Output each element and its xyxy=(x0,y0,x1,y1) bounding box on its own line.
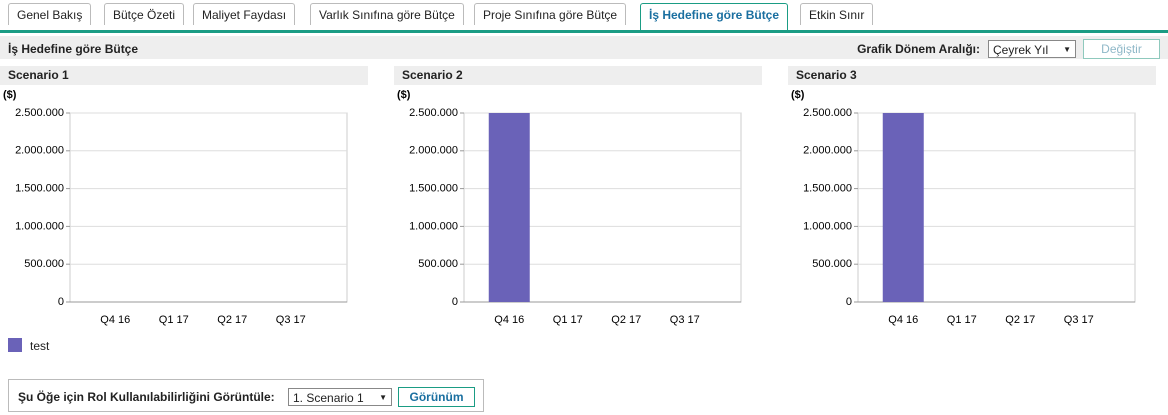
chart: ($) 0 500.000 1.000.000 1.500.000 2.000.000 2.… xyxy=(397,89,742,326)
y-tick-label: 2.500.000 xyxy=(409,107,458,119)
y-unit: ($) xyxy=(3,89,17,101)
period-select[interactable]: Çeyrek Yıl xyxy=(988,40,1076,58)
chart: ($) 0 500.000 1.000.000 1.500.000 2.000.000 2.… xyxy=(791,89,1136,326)
chart: ($) 0 500.000 1.000.000 1.500.000 2.000.000 2.… xyxy=(3,89,348,326)
y-tick-label: 0 xyxy=(58,296,64,308)
x-tick-label: Q1 17 xyxy=(553,314,583,326)
chart-title: Scenario 3 xyxy=(788,66,1156,85)
x-tick-label: Q1 17 xyxy=(159,314,189,326)
y-tick-label: 1.500.000 xyxy=(15,183,64,195)
section-title: İş Hedefine göre Bütçe xyxy=(8,42,139,56)
section-header xyxy=(0,36,1168,59)
x-tick-label: Q3 17 xyxy=(1064,314,1094,326)
legend-label: test xyxy=(30,339,50,353)
tab[interactable]: İş Hedefine göre Bütçe xyxy=(640,3,789,30)
chart-title: Scenario 2 xyxy=(394,66,762,85)
y-tick-label: 1.000.000 xyxy=(409,220,458,232)
y-tick-label: 0 xyxy=(846,296,852,308)
view-button[interactable]: Görünüm xyxy=(398,387,475,407)
x-tick-label: Q3 17 xyxy=(670,314,700,326)
y-tick-label: 2.500.000 xyxy=(803,107,852,119)
tab-underline xyxy=(0,30,1168,33)
tab[interactable]: Genel Bakış xyxy=(8,3,92,25)
role-box xyxy=(8,379,484,412)
chart-title: Scenario 1 xyxy=(0,66,368,85)
x-tick-label: Q1 17 xyxy=(947,314,977,326)
y-tick-label: 1.500.000 xyxy=(803,183,852,195)
y-unit: ($) xyxy=(791,89,805,101)
tab[interactable]: Bütçe Özeti xyxy=(104,3,185,25)
y-tick-label: 2.000.000 xyxy=(15,145,64,157)
y-tick-label: 500.000 xyxy=(812,258,852,270)
y-tick-label: 1.000.000 xyxy=(803,220,852,232)
x-tick-label: Q4 16 xyxy=(494,314,524,326)
role-select[interactable]: 1. Scenario 1 xyxy=(288,388,392,406)
y-tick-label: 500.000 xyxy=(24,258,64,270)
period-label: Grafik Dönem Aralığı: xyxy=(857,42,980,56)
y-tick-label: 2.000.000 xyxy=(803,145,852,157)
tab[interactable]: Varlık Sınıfına göre Bütçe xyxy=(310,3,464,25)
role-label: Şu Öğe için Rol Kullanılabilirliğini Gör… xyxy=(18,390,275,404)
x-tick-label: Q4 16 xyxy=(100,314,130,326)
x-tick-label: Q2 17 xyxy=(217,314,247,326)
y-tick-label: 2.500.000 xyxy=(15,107,64,119)
bar xyxy=(882,113,924,302)
plot-area xyxy=(69,112,348,303)
x-tick-label: Q4 16 xyxy=(888,314,918,326)
y-unit: ($) xyxy=(397,89,411,101)
legend-swatch xyxy=(8,338,22,352)
y-tick-label: 0 xyxy=(452,296,458,308)
y-tick-label: 500.000 xyxy=(418,258,458,270)
x-tick-label: Q2 17 xyxy=(1005,314,1035,326)
tab[interactable]: Etkin Sınır xyxy=(800,3,874,25)
y-tick-label: 1.000.000 xyxy=(15,220,64,232)
y-tick-label: 1.500.000 xyxy=(409,183,458,195)
bar xyxy=(488,113,530,302)
tab[interactable]: Maliyet Faydası xyxy=(193,3,296,25)
tab[interactable]: Proje Sınıfına göre Bütçe xyxy=(474,3,627,25)
y-tick-label: 2.000.000 xyxy=(409,145,458,157)
x-tick-label: Q3 17 xyxy=(276,314,306,326)
x-tick-label: Q2 17 xyxy=(611,314,641,326)
change-button[interactable]: Değiştir xyxy=(1083,39,1160,59)
